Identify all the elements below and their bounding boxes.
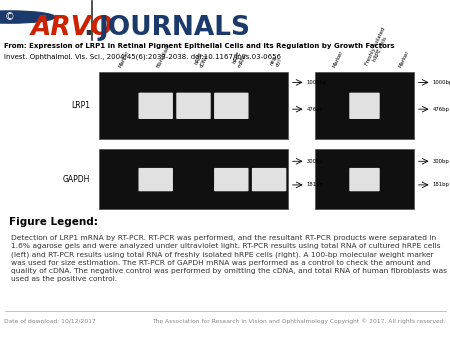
Text: Marker: Marker xyxy=(118,50,130,69)
Text: Figure Legend:: Figure Legend: xyxy=(9,217,98,227)
FancyBboxPatch shape xyxy=(252,168,286,191)
Text: hRPE
cDNA: hRPE cDNA xyxy=(194,51,209,69)
Text: JOURNALS: JOURNALS xyxy=(98,15,250,41)
Text: 1000bp: 1000bp xyxy=(433,80,450,85)
Text: Marker: Marker xyxy=(397,50,410,69)
Bar xyxy=(315,72,414,139)
FancyBboxPatch shape xyxy=(349,93,380,119)
Text: Invest. Ophthalmol. Vis. Sci., 2004;45(6):2033-2038. doi:10.1167/iovs.03-0656: Invest. Ophthalmol. Vis. Sci., 2004;45(6… xyxy=(4,53,282,60)
Text: Fibroblast: Fibroblast xyxy=(156,43,171,69)
Text: .: . xyxy=(83,15,94,41)
Text: 476bp: 476bp xyxy=(433,107,450,112)
Text: ©: © xyxy=(5,12,15,22)
Text: 476bp: 476bp xyxy=(307,107,324,112)
Bar xyxy=(315,149,414,209)
Text: neg.
ctrl: neg. ctrl xyxy=(269,53,284,69)
FancyBboxPatch shape xyxy=(214,93,248,119)
FancyBboxPatch shape xyxy=(349,168,380,191)
FancyBboxPatch shape xyxy=(214,168,248,191)
Bar xyxy=(99,149,288,209)
Bar xyxy=(99,72,288,139)
Text: 181bp: 181bp xyxy=(433,183,450,187)
Text: GAPDH: GAPDH xyxy=(63,174,90,184)
Text: ARVO: ARVO xyxy=(31,15,113,41)
Text: From: Expression of LRP1 in Retinal Pigment Epithelial Cells and Its Regulation : From: Expression of LRP1 in Retinal Pigm… xyxy=(4,43,395,49)
FancyBboxPatch shape xyxy=(139,168,173,191)
Text: Marker: Marker xyxy=(332,50,344,69)
Text: 300bp: 300bp xyxy=(307,159,324,164)
Text: 1000bp: 1000bp xyxy=(307,80,327,85)
Text: 300bp: 300bp xyxy=(433,159,450,164)
Text: Detection of LRP1 mRNA by RT-PCR. RT-PCR was performed, and the resultant RT-PCR: Detection of LRP1 mRNA by RT-PCR. RT-PCR… xyxy=(11,235,447,282)
Text: The Association for Research in Vision and Ophthalmology Copyright © 2017. All r: The Association for Research in Vision a… xyxy=(152,318,446,324)
Text: 181bp: 181bp xyxy=(307,183,324,187)
FancyBboxPatch shape xyxy=(176,93,211,119)
Text: LRP1: LRP1 xyxy=(71,101,90,110)
Circle shape xyxy=(0,11,55,23)
FancyBboxPatch shape xyxy=(139,93,173,119)
Text: Date of download: 10/12/2017: Date of download: 10/12/2017 xyxy=(4,319,96,324)
Text: hRPE
mRNA: hRPE mRNA xyxy=(231,49,248,69)
Text: Freshly isolated
hRPE cells: Freshly isolated hRPE cells xyxy=(364,27,392,69)
